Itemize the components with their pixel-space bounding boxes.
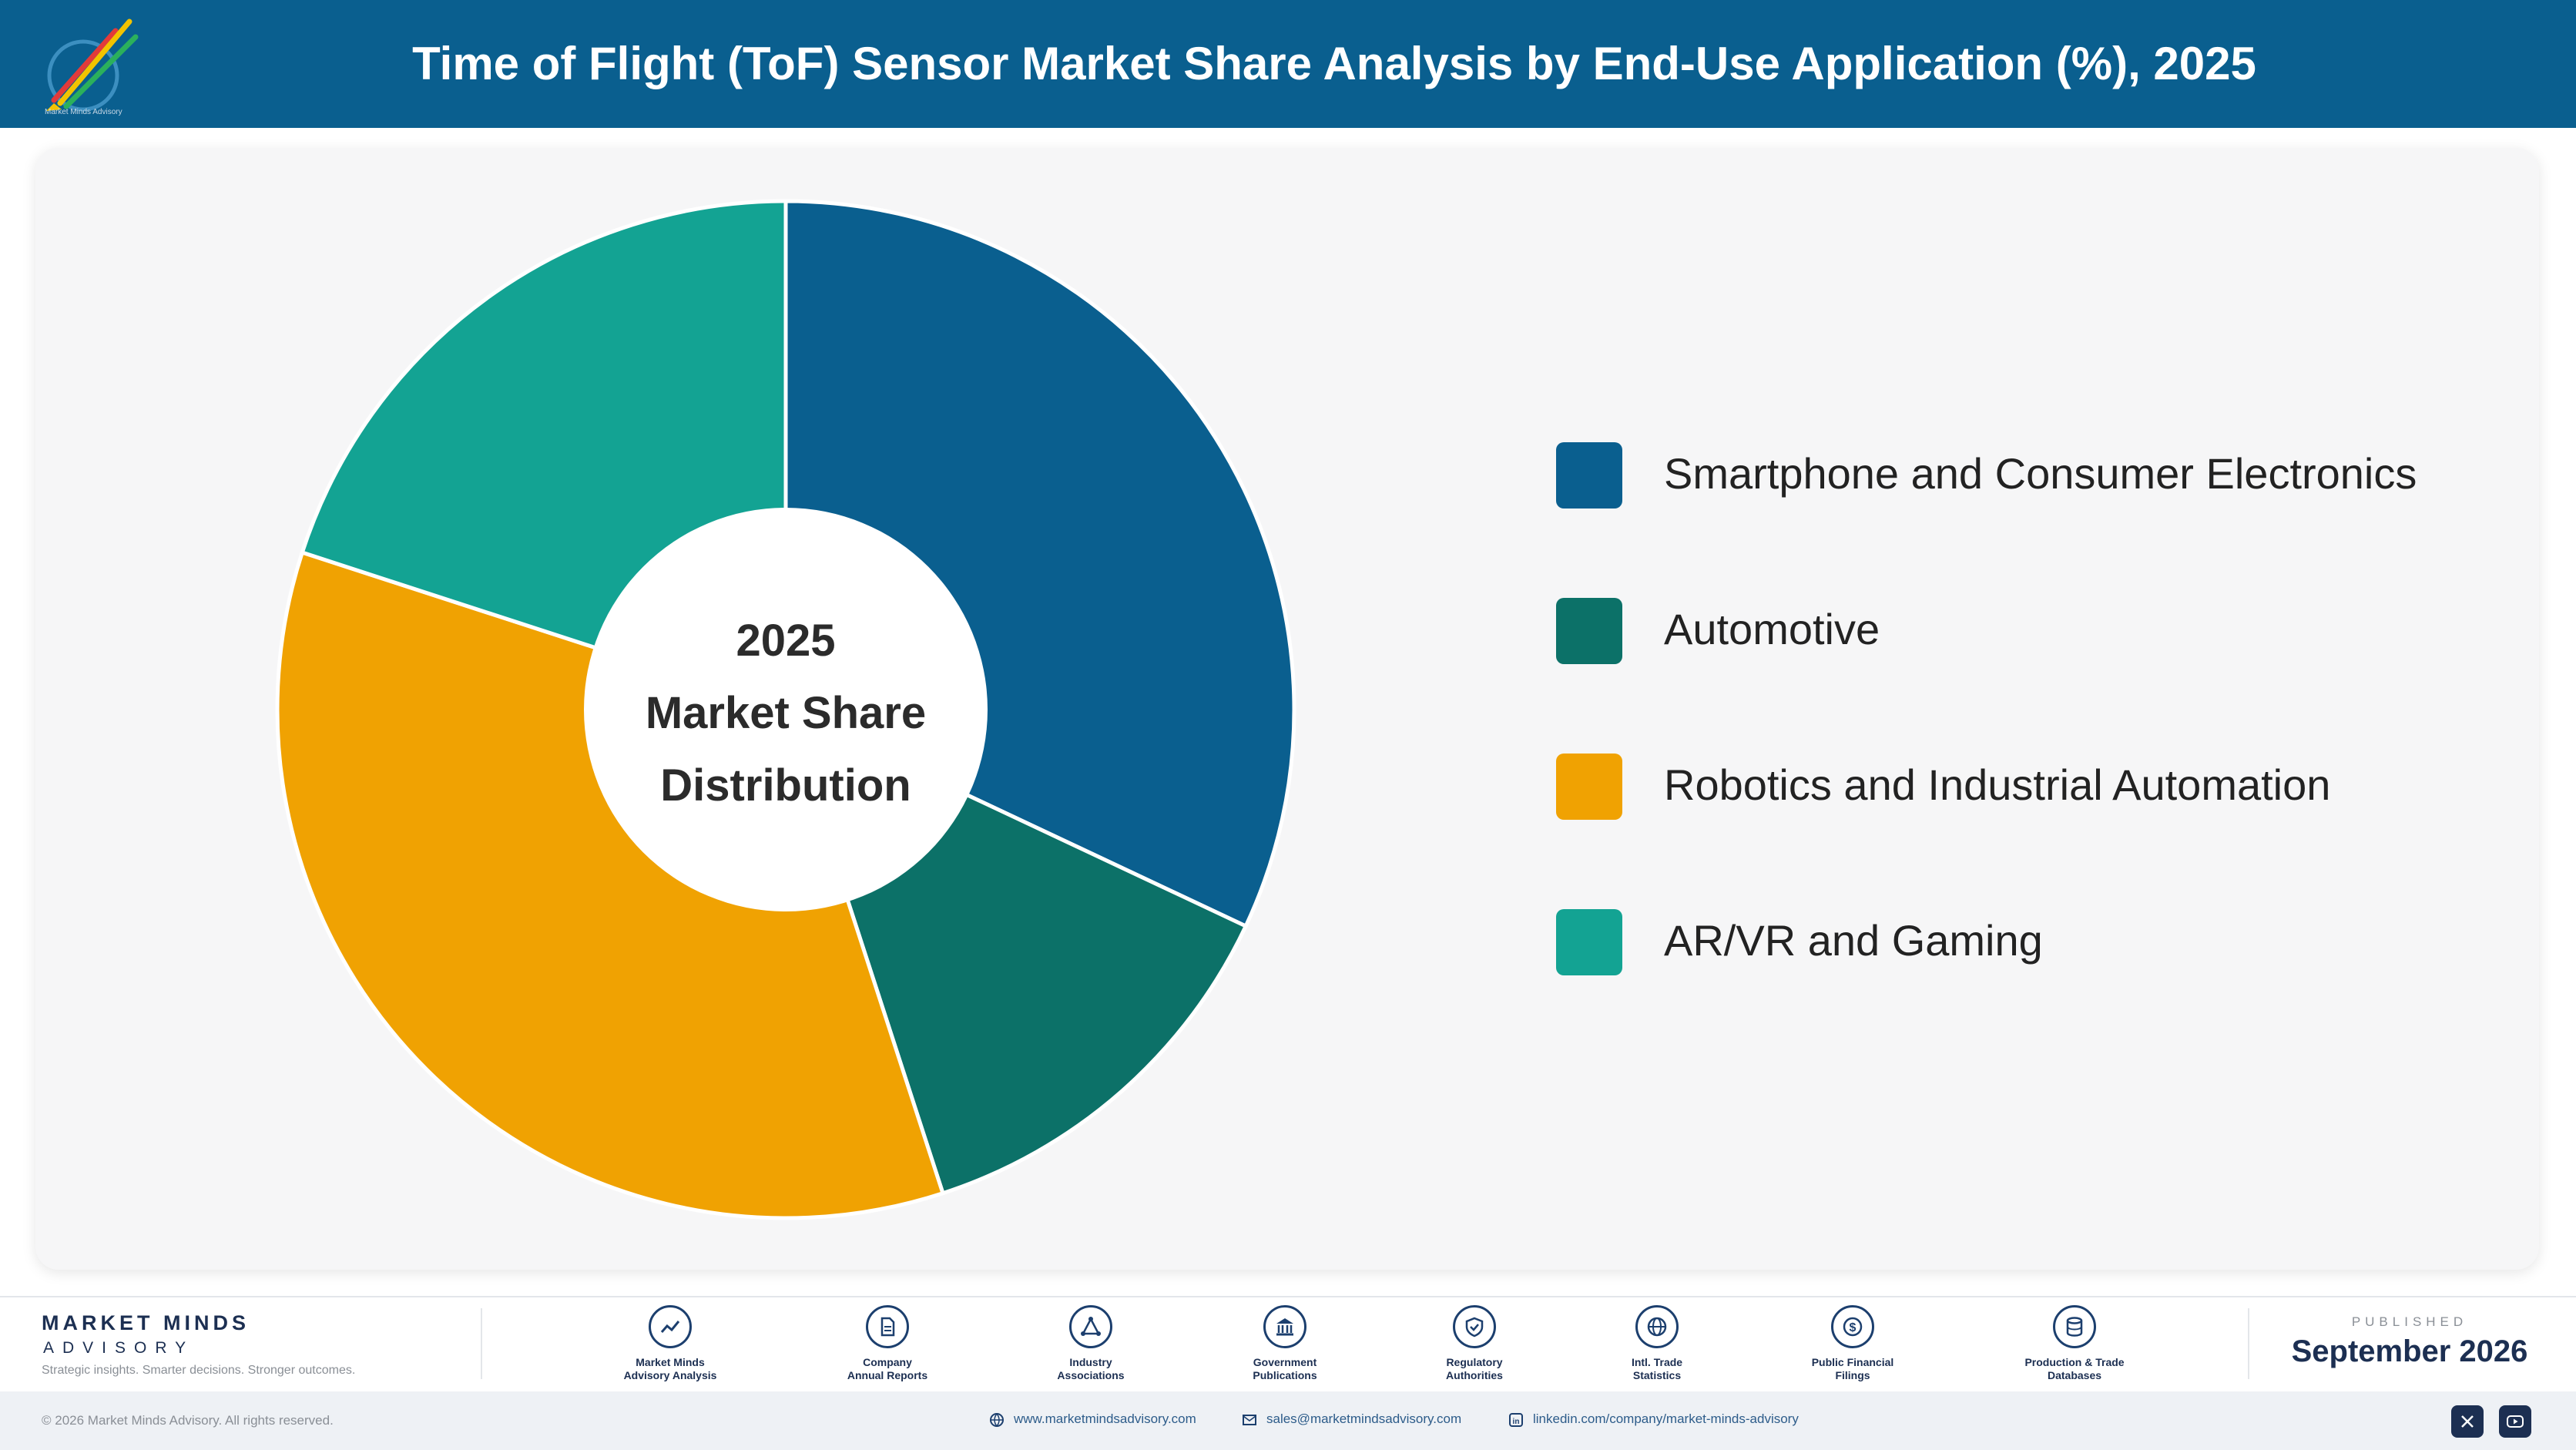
source-label-line2: Databases: [2047, 1369, 2102, 1381]
website-text[interactable]: www.marketmindsadvisory.com: [1014, 1411, 1196, 1426]
source-label-line2: Associations: [1057, 1369, 1125, 1381]
footer-sources-bar: MARKET MINDS ADVISORY Strategic insights…: [0, 1296, 2576, 1391]
logo-caption: Market Minds Advisory: [45, 108, 122, 116]
source-label-line2: Authorities: [1446, 1369, 1503, 1381]
donut-chart: 2025 Market Share Distribution: [277, 201, 1294, 1218]
source-label-line1: Regulatory: [1446, 1356, 1503, 1368]
source-item: Regulatory Authorities: [1397, 1305, 1551, 1382]
legend-swatch: [1556, 598, 1622, 664]
dollar-coin-icon: $: [1831, 1305, 1874, 1348]
legend-label: Smartphone and Consumer Electronics: [1664, 449, 2417, 498]
divider: [481, 1308, 482, 1379]
source-label-line1: Intl. Trade: [1631, 1356, 1683, 1368]
database-icon: [2053, 1305, 2096, 1348]
brand-name: MARKET MINDS: [42, 1311, 250, 1334]
published-block: PUBLISHED September 2026: [2286, 1314, 2533, 1369]
center-label-year: 2025: [736, 616, 835, 666]
source-item: Industry Associations: [1014, 1305, 1168, 1382]
copyright-text: © 2026 Market Minds Advisory. All rights…: [42, 1413, 334, 1428]
linkedin-icon: in: [1509, 1412, 1523, 1427]
divider: [2248, 1308, 2249, 1379]
email-text[interactable]: sales@marketmindsadvisory.com: [1266, 1411, 1462, 1426]
legend-label: Automotive: [1664, 605, 1880, 653]
legend-label: Robotics and Industrial Automation: [1664, 760, 2331, 809]
network-icon: [1069, 1305, 1112, 1348]
source-item: Government Publications: [1208, 1305, 1362, 1382]
company-logo: [46, 18, 139, 112]
source-label-line2: Filings: [1835, 1369, 1870, 1381]
email-link[interactable]: sales@marketmindsadvisory.com: [1242, 1411, 1461, 1428]
source-item: $ Public Financial Filings: [1776, 1305, 1930, 1382]
source-label-line2: Publications: [1253, 1369, 1317, 1381]
source-item: Market Minds Advisory Analysis: [593, 1305, 747, 1382]
footer-contact-bar: © 2026 Market Minds Advisory. All rights…: [0, 1391, 2576, 1450]
source-label-line2: Annual Reports: [847, 1369, 928, 1381]
youtube-icon[interactable]: [2499, 1405, 2531, 1438]
legend-swatch: [1556, 909, 1622, 975]
svg-text:in: in: [1513, 1418, 1520, 1426]
source-label-line2: Statistics: [1632, 1369, 1682, 1381]
mail-icon: [1243, 1414, 1256, 1425]
legend-swatch: [1556, 754, 1622, 820]
brand-subtitle: ADVISORY: [43, 1339, 195, 1357]
source-label-line1: Market Minds: [636, 1356, 705, 1368]
svg-text:$: $: [1850, 1321, 1857, 1334]
source-label-line2: Advisory Analysis: [623, 1369, 717, 1381]
brand-tagline: Strategic insights. Smarter decisions. S…: [42, 1364, 356, 1377]
globe-icon: [1635, 1305, 1679, 1348]
x-icon[interactable]: [2451, 1405, 2484, 1438]
shield-check-icon: [1453, 1305, 1496, 1348]
source-label-line1: Public Financial: [1811, 1356, 1894, 1368]
source-item: Intl. Trade Statistics: [1580, 1305, 1734, 1382]
source-item: Production & Trade Databases: [1997, 1305, 2152, 1382]
page-title: Time of Flight (ToF) Sensor Market Share…: [412, 38, 2256, 89]
source-label-line1: Company: [863, 1356, 912, 1368]
linkedin-text[interactable]: linkedin.com/company/market-minds-adviso…: [1533, 1411, 1799, 1426]
source-label-line1: Production & Trade: [2024, 1356, 2125, 1368]
legend-label: AR/VR and Gaming: [1664, 916, 2043, 965]
website-link[interactable]: www.marketmindsadvisory.com: [989, 1411, 1196, 1428]
published-date: September 2026: [2291, 1334, 2528, 1368]
header-bar: Market Minds Advisory Time of Flight (To…: [0, 0, 2576, 128]
trend-chart-icon: [649, 1305, 692, 1348]
source-label-line1: Government: [1253, 1356, 1317, 1368]
globe-icon: [990, 1412, 1004, 1427]
source-item: Company Annual Reports: [810, 1305, 964, 1382]
donut-center: [584, 508, 988, 911]
document-icon: [866, 1305, 909, 1348]
linkedin-link[interactable]: in linkedin.com/company/market-minds-advi…: [1508, 1411, 1799, 1428]
published-caption: PUBLISHED: [2351, 1314, 2468, 1329]
legend-swatch: [1556, 442, 1622, 509]
government-building-icon: [1263, 1305, 1306, 1348]
source-label-line1: Industry: [1069, 1356, 1112, 1368]
center-label-line3: Distribution: [660, 760, 911, 811]
center-label-line2: Market Share: [646, 688, 926, 738]
